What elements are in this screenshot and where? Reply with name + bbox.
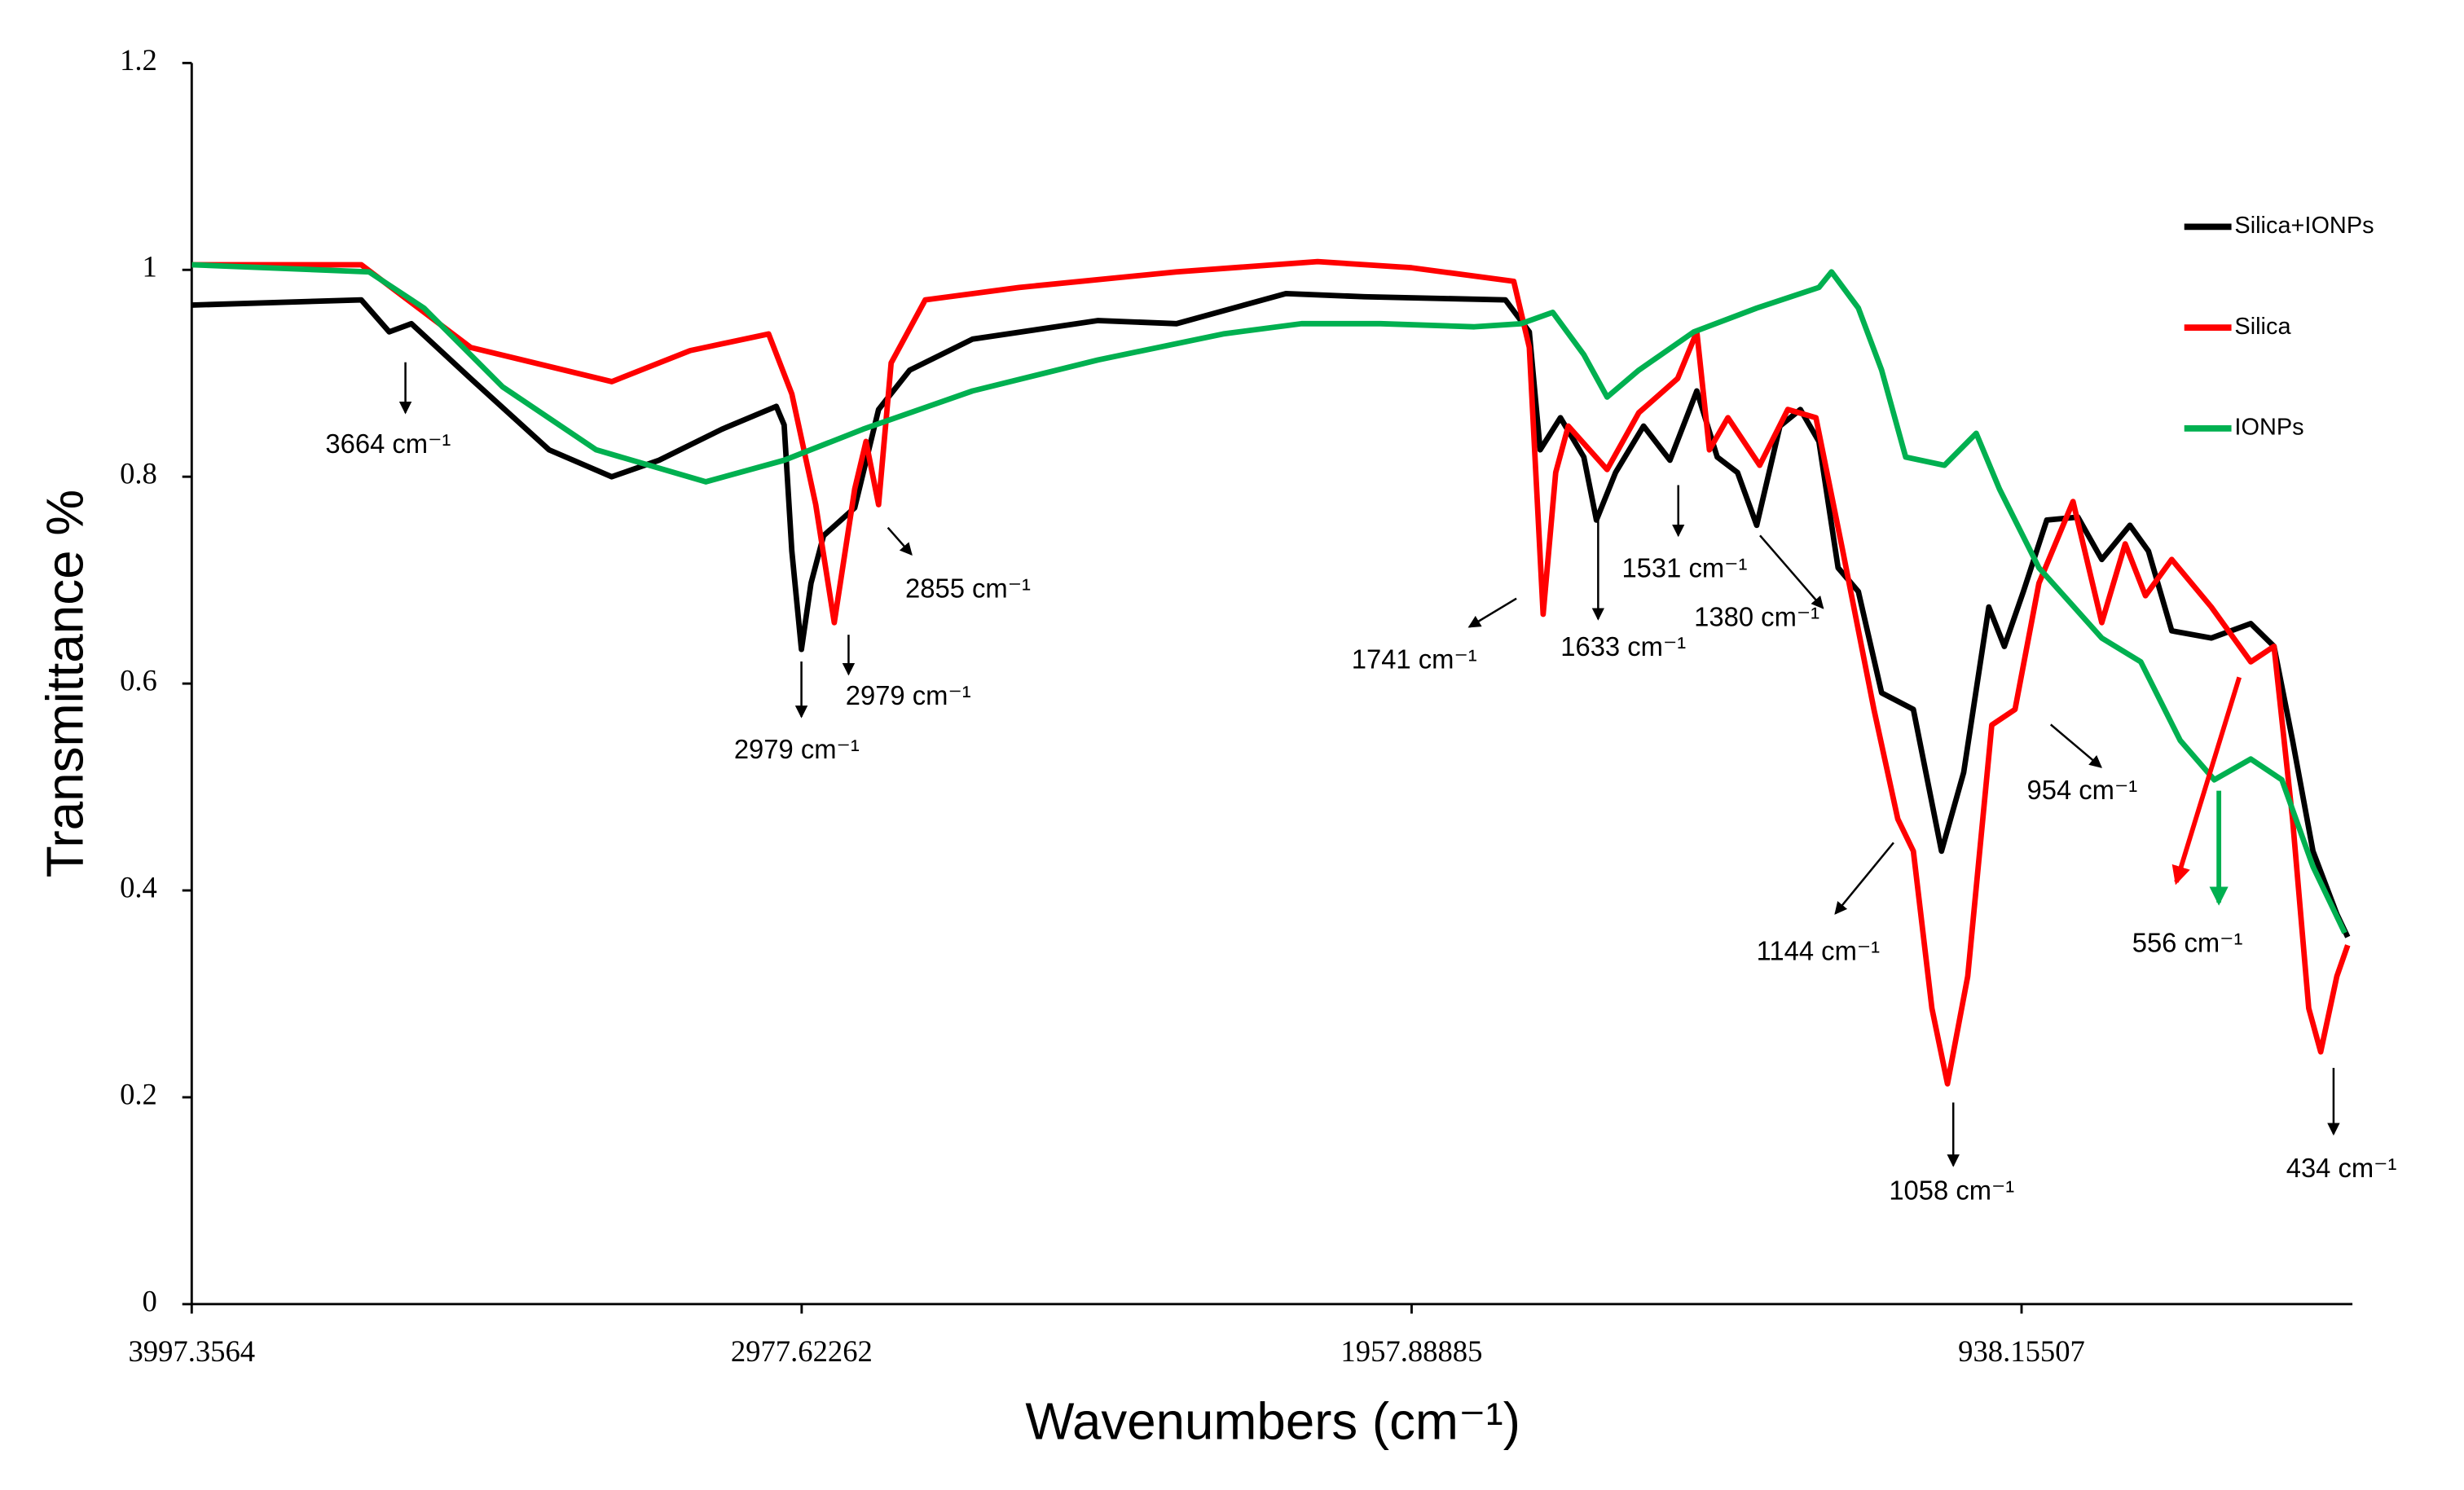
annotation: 1741 cm⁻¹: [1352, 644, 1477, 675]
legend-label: Silica+IONPs: [2234, 213, 2374, 239]
annotation: 2979 cm⁻¹: [846, 680, 971, 710]
y-tick-label: 0.4: [120, 870, 157, 903]
x-tick-label: 938.15507: [1958, 1334, 2085, 1368]
annotation: 2855 cm⁻¹: [905, 574, 1031, 604]
spectrum-line: [191, 258, 2351, 1087]
x-tick-label: 2977.62262: [731, 1334, 873, 1368]
spectrum-line: [191, 262, 2347, 934]
spectrum-line: [191, 291, 2351, 938]
legend-label: IONPs: [2234, 415, 2303, 441]
annotation: 1144 cm⁻¹: [1757, 935, 1881, 965]
annotation-arrow: [2171, 676, 2242, 886]
annotation: 1058 cm⁻¹: [1889, 1175, 2014, 1205]
y-tick-label: 0.8: [120, 457, 157, 490]
annotation-arrow: [1834, 842, 1894, 915]
annotation: 1633 cm⁻¹: [1560, 631, 1686, 661]
annotation-arrow: [1467, 597, 1517, 628]
annotation: 1380 cm⁻¹: [1694, 601, 1819, 631]
y-tick-label: 1.2: [120, 43, 157, 77]
y-axis-title: Transmittance %: [36, 490, 95, 877]
y-tick-label: 1: [143, 250, 157, 283]
x-axis-title: Wavenumbers (cm⁻¹): [1025, 1392, 1520, 1451]
annotation: 556 cm⁻¹: [2132, 928, 2243, 958]
annotation: 1531 cm⁻¹: [1621, 553, 1747, 583]
y-tick-label: 0.6: [120, 663, 157, 697]
annotation: 954 cm⁻¹: [2027, 775, 2138, 805]
annotation-arrow: [1759, 534, 1824, 609]
y-tick-label: 0: [143, 1284, 157, 1317]
legend-label: Silica: [2234, 314, 2291, 340]
annotation-arrow: [887, 526, 913, 556]
x-tick-label: 1957.88885: [1340, 1334, 1482, 1368]
annotation-arrow: [2049, 723, 2102, 768]
annotation: 3664 cm⁻¹: [325, 429, 451, 459]
annotation: 2979 cm⁻¹: [734, 734, 860, 764]
y-tick-label: 0.2: [120, 1077, 157, 1110]
annotation: 434 cm⁻¹: [2286, 1153, 2397, 1183]
x-tick-label: 3997.3564: [128, 1334, 255, 1368]
